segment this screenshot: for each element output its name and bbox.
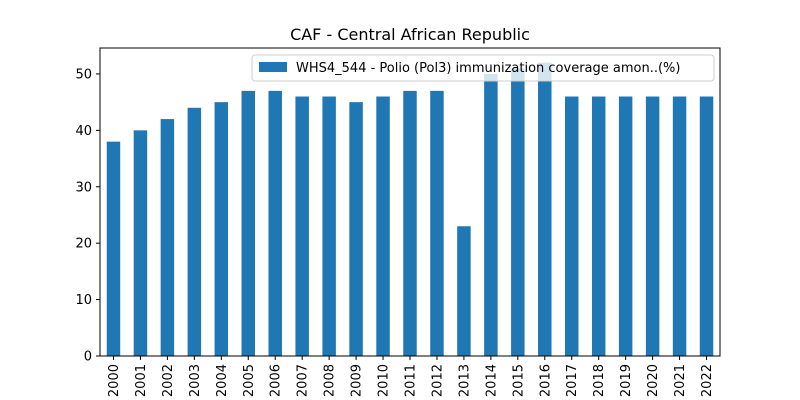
plot-frame (99, 47, 721, 357)
bars-group (106, 62, 714, 357)
bar-2018 (591, 96, 606, 356)
bar-2011 (403, 90, 417, 356)
x-tick-label: 2008 (323, 364, 338, 397)
x-tick-label: 2021 (673, 364, 688, 397)
x-tick-label: 2014 (484, 364, 499, 397)
bar-2000 (106, 141, 121, 356)
bar-2016 (538, 62, 552, 357)
bar-2010 (376, 96, 390, 356)
y-tick-label: 50 (75, 67, 92, 82)
bar-2006 (268, 90, 282, 356)
y-tick-label: 0 (84, 350, 92, 365)
x-tick-label: 2002 (161, 364, 176, 397)
bar-2017 (565, 96, 579, 356)
x-tick-label: 2012 (430, 364, 445, 397)
bar-2012 (430, 90, 444, 356)
y-axis: 0 10 20 30 40 50 (75, 67, 100, 365)
x-tick-label: 2007 (296, 364, 311, 397)
x-tick-label: 2015 (511, 364, 526, 397)
bar-2003 (187, 107, 202, 357)
x-tick-label: 2001 (134, 364, 149, 397)
x-axis: 2000 2001 2002 2003 2004 2005 2006 2007 2008 2009… (107, 356, 715, 397)
bar-2004 (214, 102, 229, 357)
bar-2020 (645, 96, 660, 356)
x-tick-label: 2010 (377, 364, 392, 397)
x-tick-label: 2020 (646, 364, 661, 397)
bar-2002 (160, 119, 175, 356)
x-tick-label: 2016 (538, 364, 553, 397)
bar-2013 (457, 226, 471, 356)
x-tick-label: 2006 (269, 364, 284, 397)
x-tick-label: 2004 (215, 364, 230, 397)
x-tick-label: 2019 (619, 364, 634, 397)
x-tick-label: 2018 (592, 364, 607, 397)
chart-title: CAF - Central African Republic (290, 25, 530, 44)
y-tick-label: 40 (75, 124, 92, 139)
bar-2001 (133, 130, 148, 356)
legend-box (251, 54, 715, 82)
bar-2019 (618, 96, 633, 356)
x-tick-label: 2009 (350, 364, 365, 397)
bar-2021 (672, 96, 687, 356)
x-tick-label: 2000 (107, 364, 122, 397)
bar-2015 (511, 68, 525, 357)
x-tick-label: 2003 (188, 364, 203, 397)
legend-label: WHS4_544 - Polio (Pol3) immunization cov… (296, 61, 680, 76)
y-tick-label: 20 (75, 237, 92, 252)
bar-2008 (322, 96, 336, 356)
legend-swatch (259, 62, 287, 72)
bar-2009 (349, 102, 363, 357)
x-tick-label: 2011 (404, 364, 419, 397)
bar-2007 (295, 96, 309, 356)
x-tick-label: 2017 (565, 364, 580, 397)
x-tick-label: 2013 (457, 364, 472, 397)
y-tick-label: 10 (75, 293, 92, 308)
y-tick-label: 30 (75, 180, 92, 195)
bar-2022 (699, 96, 714, 356)
bar-2014 (484, 73, 498, 356)
legend: WHS4_544 - Polio (Pol3) immunization cov… (251, 54, 715, 82)
bar-2005 (241, 90, 255, 356)
x-tick-label: 2005 (242, 364, 257, 397)
x-tick-label: 2022 (700, 364, 715, 397)
